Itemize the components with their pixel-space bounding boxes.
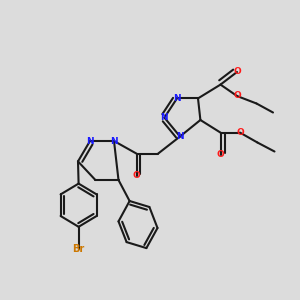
Text: N: N: [86, 136, 94, 146]
Text: N: N: [160, 113, 168, 122]
Text: O: O: [233, 68, 241, 76]
Text: O: O: [233, 92, 241, 100]
Text: N: N: [110, 136, 118, 146]
Text: O: O: [236, 128, 244, 137]
Text: Br: Br: [73, 244, 85, 254]
Text: O: O: [133, 171, 140, 180]
Text: N: N: [173, 94, 181, 103]
Text: N: N: [176, 132, 184, 141]
Text: O: O: [217, 150, 224, 159]
